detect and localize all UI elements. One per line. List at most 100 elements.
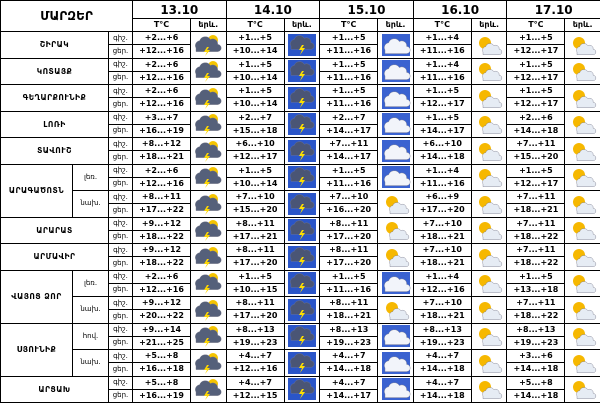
region-name: ԱՐԱՐԱՏ (0, 216, 109, 244)
weather-icon (572, 116, 596, 135)
weather-cell (377, 190, 414, 218)
temperature: +12...+16 (412, 282, 472, 298)
weather-icon (381, 113, 410, 136)
table-row: ցեր. +21...+25 +19...+23 +19...+23 +19...+23… (1, 335, 600, 351)
temperature: +12...+17 (506, 97, 566, 112)
temperature: +2...+6 (132, 269, 192, 284)
period-label: ցեր. (107, 388, 134, 403)
weather-cell (377, 216, 414, 244)
temperature: +12...+16 (132, 44, 192, 59)
weather-cell (470, 322, 508, 350)
table-row: ՇԻՐԱԿ գիշ. +2...+6 +1...+5 +1...+5 +1...+4 +1.… (0, 30, 600, 59)
weather-icon (479, 89, 503, 108)
weather-icon (572, 275, 596, 294)
temperature: +2...+7 (319, 110, 379, 125)
temperature: +2...+6 (132, 57, 192, 72)
weather-icon (195, 61, 222, 83)
temperature: +16...+19 (132, 123, 192, 139)
weather-cell (190, 243, 227, 271)
temperature: +9...+12 (132, 216, 192, 231)
icon-header: երև. (377, 18, 414, 32)
period-label: գիշ. (107, 242, 134, 258)
temperature: +5...+8 (132, 348, 192, 364)
area-name: նախ. (72, 349, 109, 377)
temperature: +19...+23 (506, 335, 566, 351)
temperature: +19...+23 (225, 335, 285, 351)
temperature: +7...+10 (412, 216, 472, 231)
weather-icon (287, 139, 316, 162)
temperature: +1...+5 (506, 83, 566, 99)
weather-icon (381, 60, 410, 83)
temperature: +17...+22 (132, 203, 192, 218)
weather-cell (564, 57, 600, 85)
temperature: +8...+11 (319, 216, 379, 231)
temperature: +1...+5 (412, 83, 472, 99)
table-row: ԳԵՂԱՐՔՈՒՆԻՔ գիշ. +2...+6 +1...+5 +1...+5 +1..… (0, 83, 600, 112)
period-label: ցեր. (107, 256, 134, 271)
weather-cell (377, 322, 414, 350)
table-row: ցեր. +20...+22 +17...+20 +18...+21 +18...+21… (1, 309, 600, 324)
weather-icon (381, 325, 410, 348)
temperature: +1...+5 (225, 30, 285, 46)
temperature: +2...+6 (506, 110, 566, 125)
weather-icon (195, 326, 222, 348)
temperature: +17...+20 (225, 256, 285, 271)
region-name: ՍՅՈՒՆԻՔ (0, 322, 73, 377)
period-label: ցեր. (107, 70, 134, 86)
weather-cell (190, 296, 227, 324)
temperature: +1...+5 (225, 269, 285, 284)
temperature: +12...+16 (225, 362, 285, 377)
weather-icon (381, 351, 410, 374)
weather-cell (283, 375, 321, 403)
temperature: +1...+5 (319, 57, 379, 72)
period-label: գիշ. (107, 83, 134, 99)
temperature: +10...+14 (225, 70, 285, 86)
temperature: +7...+11 (506, 136, 566, 152)
weather-cell (564, 31, 600, 59)
weather-icon (479, 36, 503, 55)
weather-cell (283, 216, 321, 244)
temperature: +18...+21 (132, 150, 192, 165)
table-row: ցեր. +12...+16 +10...+14 +11...+16 +11...+16… (1, 44, 600, 59)
weather-cell (283, 269, 321, 297)
weather-cell (377, 269, 414, 297)
area-name: նախ. (72, 190, 109, 218)
temperature: +14...+17 (412, 123, 472, 139)
weather-cell (470, 216, 508, 244)
weather-icon (195, 246, 222, 268)
period-label: գիշ. (107, 57, 134, 72)
table-row: ցեր. +16...+19 +12...+15 +14...+17 +14...+18… (1, 388, 600, 403)
temperature: +8...+11 (319, 295, 379, 311)
temperature: +11...+16 (319, 282, 379, 298)
temperature: +12...+16 (132, 97, 192, 112)
weather-cell (283, 190, 321, 218)
temperature: +8...+13 (412, 322, 472, 337)
weather-cell (190, 349, 227, 377)
temp-header: T°C (412, 18, 472, 32)
temperature: +15...+20 (225, 203, 285, 218)
weather-cell (564, 243, 600, 271)
temperature: +6...+10 (225, 136, 285, 152)
weather-icon (572, 89, 596, 108)
temperature: +8...+11 (225, 242, 285, 258)
period-label: ցեր. (107, 150, 134, 165)
region-name: ԼՈՌԻ (0, 110, 109, 138)
weather-icon (479, 301, 503, 320)
temperature: +4...+7 (225, 375, 285, 390)
temperature: +2...+7 (225, 110, 285, 125)
temperature: +7...+10 (412, 295, 472, 311)
weather-cell (283, 31, 321, 59)
table-row: ցեր. +12...+16 +10...+15 +11...+16 +12...+16… (1, 282, 600, 298)
weather-cell (283, 84, 321, 112)
region-name: ՇԻՐԱԿ (0, 31, 109, 59)
weather-cell (190, 190, 227, 218)
region-header: ՄԱՐԶԵՐ (0, 0, 134, 32)
weather-cell (190, 216, 227, 244)
temperature: +12...+17 (506, 70, 566, 86)
temperature: +14...+17 (319, 123, 379, 139)
table-row: ցեր. +18...+22 +17...+20 +17...+20 +18...+21… (1, 256, 600, 271)
temperature: +17...+21 (225, 229, 285, 245)
temperature: +7...+11 (506, 242, 566, 258)
weather-icon (287, 351, 316, 374)
temperature: +8...+11 (225, 295, 285, 311)
